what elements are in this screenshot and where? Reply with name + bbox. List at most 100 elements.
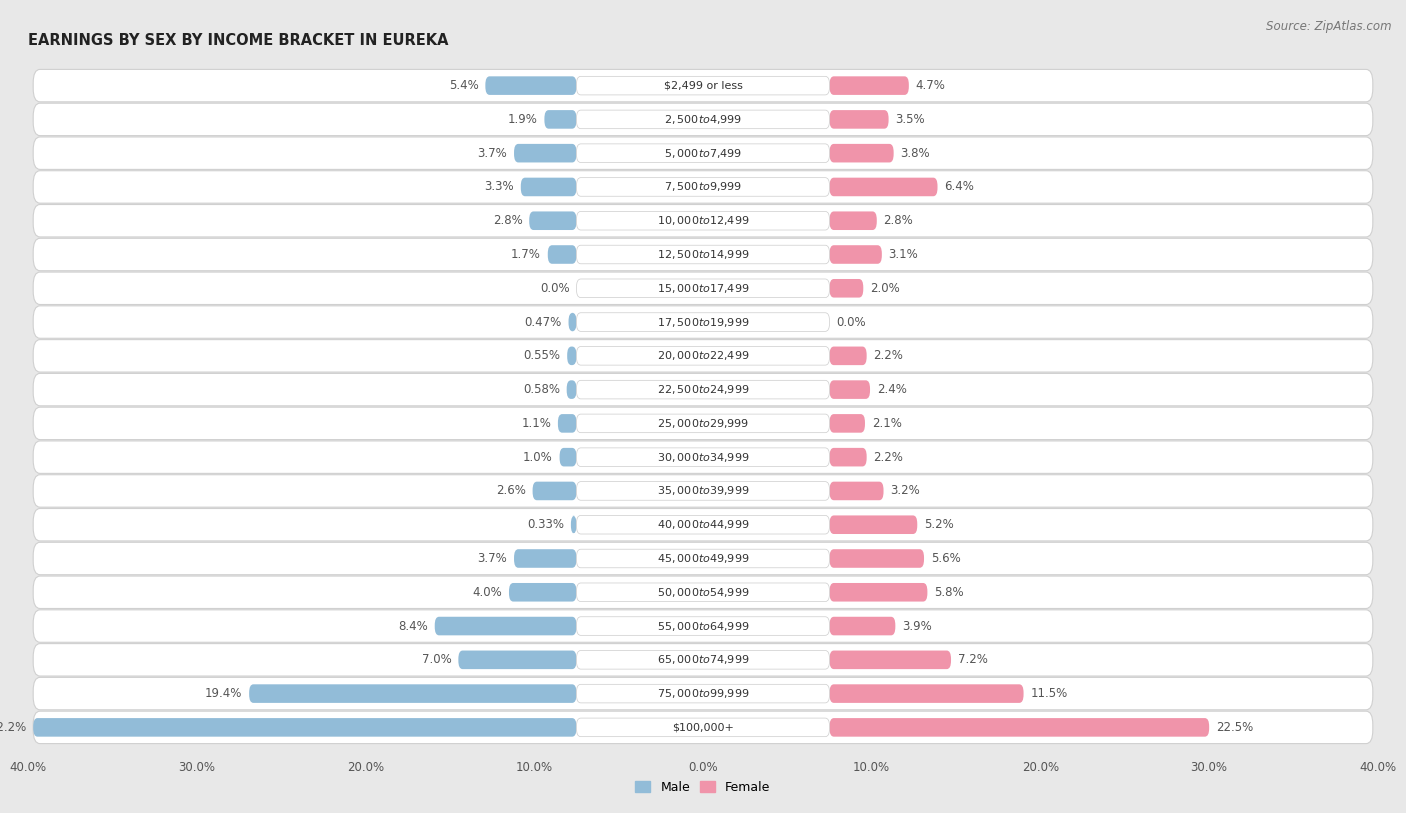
FancyBboxPatch shape <box>576 346 830 365</box>
FancyBboxPatch shape <box>576 583 830 602</box>
FancyBboxPatch shape <box>830 718 1209 737</box>
FancyBboxPatch shape <box>576 178 830 196</box>
FancyBboxPatch shape <box>576 110 830 128</box>
Text: 32.2%: 32.2% <box>0 721 27 734</box>
Text: 3.3%: 3.3% <box>485 180 515 193</box>
Text: 1.1%: 1.1% <box>522 417 551 430</box>
FancyBboxPatch shape <box>830 211 877 230</box>
FancyBboxPatch shape <box>34 508 1372 541</box>
FancyBboxPatch shape <box>34 610 1372 642</box>
FancyBboxPatch shape <box>34 171 1372 203</box>
FancyBboxPatch shape <box>830 414 865 433</box>
FancyBboxPatch shape <box>830 246 882 263</box>
FancyBboxPatch shape <box>533 481 576 500</box>
Text: $20,000 to $22,499: $20,000 to $22,499 <box>657 350 749 363</box>
FancyBboxPatch shape <box>830 279 863 298</box>
Text: $40,000 to $44,999: $40,000 to $44,999 <box>657 518 749 531</box>
Text: 5.4%: 5.4% <box>449 79 478 92</box>
Text: 2.8%: 2.8% <box>883 215 914 227</box>
FancyBboxPatch shape <box>34 137 1372 169</box>
Text: 3.7%: 3.7% <box>478 146 508 159</box>
FancyBboxPatch shape <box>576 448 830 467</box>
Text: $55,000 to $64,999: $55,000 to $64,999 <box>657 620 749 633</box>
FancyBboxPatch shape <box>485 76 576 95</box>
Text: 2.2%: 2.2% <box>873 450 903 463</box>
FancyBboxPatch shape <box>830 481 883 500</box>
FancyBboxPatch shape <box>576 313 830 332</box>
Text: $22,500 to $24,999: $22,500 to $24,999 <box>657 383 749 396</box>
FancyBboxPatch shape <box>830 144 894 163</box>
FancyBboxPatch shape <box>548 246 576 263</box>
Text: 2.0%: 2.0% <box>870 282 900 295</box>
FancyBboxPatch shape <box>458 650 576 669</box>
Text: $65,000 to $74,999: $65,000 to $74,999 <box>657 654 749 667</box>
Text: $17,500 to $19,999: $17,500 to $19,999 <box>657 315 749 328</box>
FancyBboxPatch shape <box>830 617 896 635</box>
FancyBboxPatch shape <box>576 76 830 95</box>
FancyBboxPatch shape <box>434 617 576 635</box>
Text: 2.2%: 2.2% <box>873 350 903 363</box>
FancyBboxPatch shape <box>515 144 576 163</box>
FancyBboxPatch shape <box>830 380 870 399</box>
FancyBboxPatch shape <box>34 103 1372 136</box>
Text: $7,500 to $9,999: $7,500 to $9,999 <box>664 180 742 193</box>
FancyBboxPatch shape <box>567 346 576 365</box>
Text: 3.1%: 3.1% <box>889 248 918 261</box>
FancyBboxPatch shape <box>576 211 830 230</box>
FancyBboxPatch shape <box>830 515 917 534</box>
Text: 2.6%: 2.6% <box>496 485 526 498</box>
FancyBboxPatch shape <box>34 718 576 737</box>
FancyBboxPatch shape <box>34 306 1372 338</box>
Text: $10,000 to $12,499: $10,000 to $12,499 <box>657 215 749 227</box>
FancyBboxPatch shape <box>34 711 1372 744</box>
Text: $25,000 to $29,999: $25,000 to $29,999 <box>657 417 749 430</box>
FancyBboxPatch shape <box>34 373 1372 406</box>
Text: EARNINGS BY SEX BY INCOME BRACKET IN EUREKA: EARNINGS BY SEX BY INCOME BRACKET IN EUR… <box>28 33 449 49</box>
FancyBboxPatch shape <box>567 380 576 399</box>
Text: 3.5%: 3.5% <box>896 113 925 126</box>
FancyBboxPatch shape <box>34 677 1372 710</box>
Text: $35,000 to $39,999: $35,000 to $39,999 <box>657 485 749 498</box>
FancyBboxPatch shape <box>34 205 1372 237</box>
FancyBboxPatch shape <box>830 685 1024 703</box>
FancyBboxPatch shape <box>576 246 830 263</box>
FancyBboxPatch shape <box>34 272 1372 305</box>
FancyBboxPatch shape <box>34 238 1372 271</box>
FancyBboxPatch shape <box>576 617 830 635</box>
Text: 2.1%: 2.1% <box>872 417 901 430</box>
Text: 0.58%: 0.58% <box>523 383 560 396</box>
Text: 6.4%: 6.4% <box>945 180 974 193</box>
FancyBboxPatch shape <box>830 550 924 567</box>
Text: Source: ZipAtlas.com: Source: ZipAtlas.com <box>1267 20 1392 33</box>
FancyBboxPatch shape <box>830 76 908 95</box>
Text: 11.5%: 11.5% <box>1031 687 1067 700</box>
FancyBboxPatch shape <box>558 414 576 433</box>
FancyBboxPatch shape <box>576 550 830 567</box>
FancyBboxPatch shape <box>571 515 576 534</box>
FancyBboxPatch shape <box>830 448 866 467</box>
Text: $30,000 to $34,999: $30,000 to $34,999 <box>657 450 749 463</box>
Text: 3.2%: 3.2% <box>890 485 920 498</box>
Text: 8.4%: 8.4% <box>398 620 427 633</box>
FancyBboxPatch shape <box>830 110 889 128</box>
FancyBboxPatch shape <box>830 583 928 602</box>
Text: 0.55%: 0.55% <box>523 350 561 363</box>
Text: $2,500 to $4,999: $2,500 to $4,999 <box>664 113 742 126</box>
Text: 5.2%: 5.2% <box>924 518 953 531</box>
Text: 0.47%: 0.47% <box>524 315 562 328</box>
FancyBboxPatch shape <box>34 340 1372 372</box>
FancyBboxPatch shape <box>830 178 938 196</box>
FancyBboxPatch shape <box>34 576 1372 608</box>
FancyBboxPatch shape <box>529 211 576 230</box>
Text: $50,000 to $54,999: $50,000 to $54,999 <box>657 586 749 598</box>
FancyBboxPatch shape <box>34 475 1372 507</box>
Text: 22.5%: 22.5% <box>1216 721 1253 734</box>
Text: $2,499 or less: $2,499 or less <box>664 80 742 90</box>
FancyBboxPatch shape <box>830 650 950 669</box>
Text: 1.0%: 1.0% <box>523 450 553 463</box>
FancyBboxPatch shape <box>830 346 866 365</box>
Text: 1.9%: 1.9% <box>508 113 537 126</box>
Text: 3.7%: 3.7% <box>478 552 508 565</box>
Text: 5.6%: 5.6% <box>931 552 960 565</box>
FancyBboxPatch shape <box>34 441 1372 473</box>
